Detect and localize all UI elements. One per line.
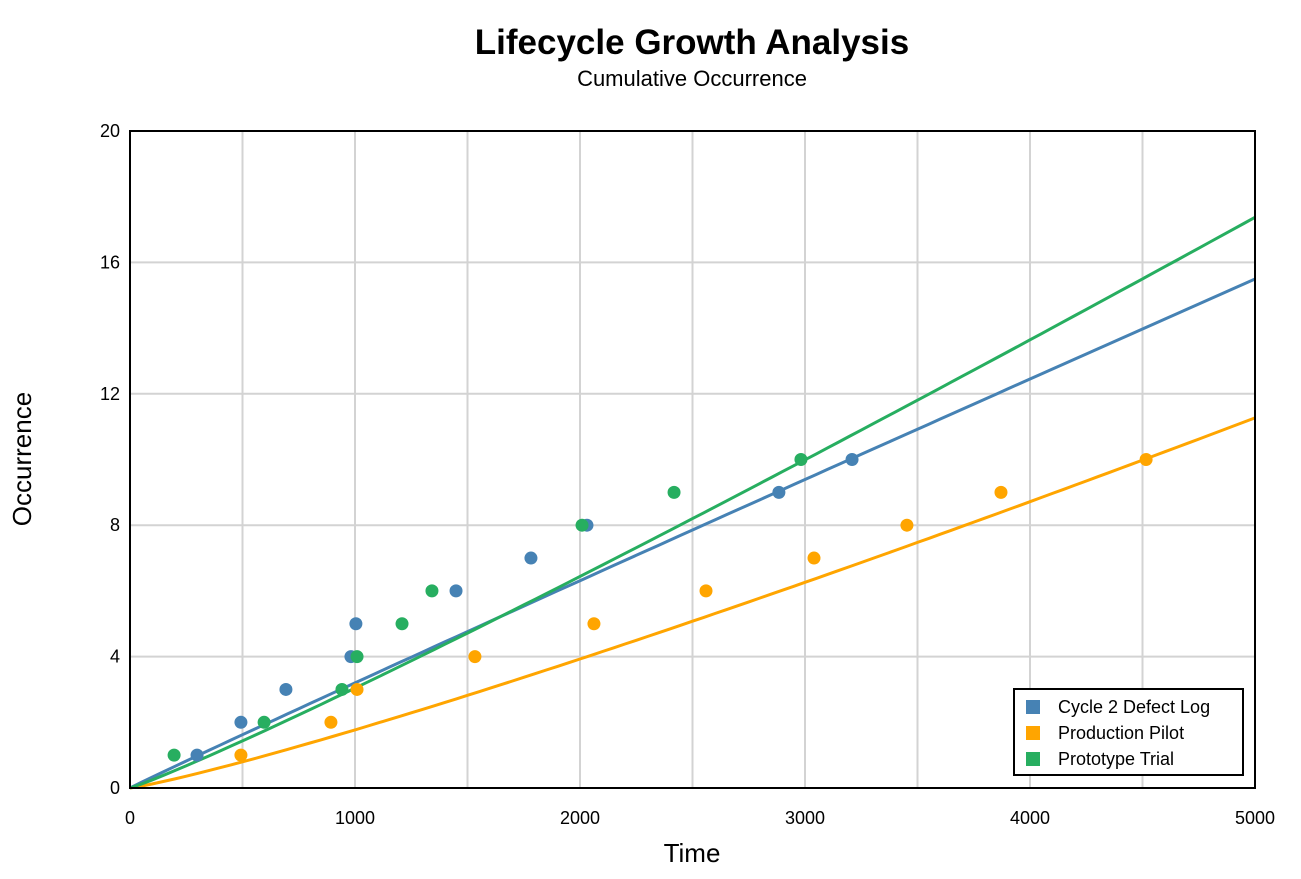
chart-subtitle: Cumulative Occurrence (577, 66, 807, 91)
data-point-series-0 (449, 584, 463, 598)
data-point-series-1 (699, 584, 713, 598)
y-tick-label: 12 (100, 384, 120, 404)
y-tick-label: 0 (110, 778, 120, 798)
x-tick-label: 2000 (560, 808, 600, 828)
data-point-series-0 (349, 617, 363, 631)
x-tick-label: 3000 (785, 808, 825, 828)
legend-label: Production Pilot (1058, 723, 1184, 743)
data-point-series-2 (257, 715, 271, 729)
data-point-series-2 (794, 453, 808, 466)
x-tick-label: 1000 (335, 808, 375, 828)
data-point-series-2 (667, 485, 681, 499)
fit-line-1 (129, 416, 1256, 790)
data-point-series-2 (425, 584, 439, 598)
x-axis-label: Time (664, 838, 721, 868)
chart-title: Lifecycle Growth Analysis (475, 23, 909, 62)
data-point-series-0 (234, 715, 248, 729)
data-point-series-2 (395, 617, 409, 631)
x-tick-label: 4000 (1010, 808, 1050, 828)
data-point-series-1 (900, 518, 914, 532)
data-point-series-1 (468, 650, 482, 664)
data-point-series-2 (167, 748, 181, 762)
legend: Cycle 2 Defect Log Production Pilot Protot… (1013, 688, 1244, 776)
data-point-series-0 (524, 551, 538, 565)
data-point-series-0 (190, 748, 204, 762)
legend-swatch (1026, 726, 1040, 740)
fit-line-2 (129, 215, 1256, 790)
data-points (167, 453, 1153, 762)
data-point-series-1 (234, 748, 248, 762)
x-tick-label: 0 (125, 808, 135, 828)
y-tick-label: 20 (100, 121, 120, 141)
data-point-series-2 (350, 650, 364, 664)
plot-frame (129, 130, 1256, 789)
fit-line-0 (129, 277, 1256, 790)
data-point-series-1 (994, 485, 1008, 499)
y-tick-label: 8 (110, 515, 120, 535)
x-tick-label: 5000 (1235, 808, 1275, 828)
fit-lines (129, 215, 1256, 790)
data-point-series-0 (845, 453, 859, 466)
data-point-series-1 (324, 715, 338, 729)
y-tick-label: 4 (110, 647, 120, 667)
data-point-series-0 (772, 485, 786, 499)
data-point-series-1 (587, 617, 601, 631)
y-axis-label: Occurrence (7, 392, 37, 526)
legend-label: Cycle 2 Defect Log (1058, 697, 1210, 717)
data-point-series-2 (575, 518, 589, 532)
data-point-series-1 (807, 551, 821, 565)
data-point-series-1 (350, 682, 364, 696)
y-tick-label: 16 (100, 252, 120, 272)
data-point-series-2 (335, 682, 349, 696)
legend-swatch (1026, 752, 1040, 766)
legend-swatch (1026, 700, 1040, 714)
tick-labels: 0 1000 2000 3000 4000 5000 0 4 8 12 16 20 (100, 121, 1275, 828)
data-point-series-1 (1139, 453, 1153, 466)
data-point-series-0 (279, 682, 293, 696)
legend-label: Prototype Trial (1058, 749, 1174, 769)
